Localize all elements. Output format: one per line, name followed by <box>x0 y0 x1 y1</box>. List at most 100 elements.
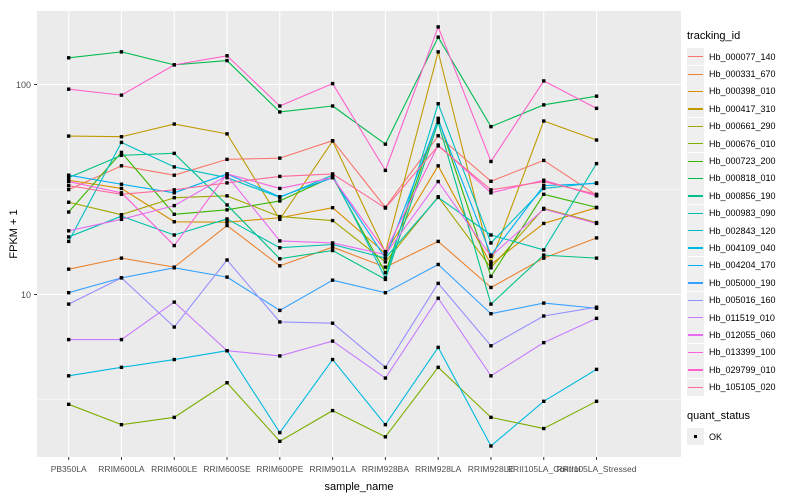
data-point-Hb_000983_090 <box>436 195 440 200</box>
data-point-Hb_005000_190 <box>66 290 71 295</box>
legend-item-Hb_013399_100: Hb_013399_100 <box>687 343 799 361</box>
data-point-Hb_002843_120 <box>172 165 176 169</box>
data-point-Hb_000723_200 <box>489 274 493 279</box>
x-tick-label-RRII105LA_Stressed: RRII105LA_Stressed <box>556 464 637 474</box>
data-point-Hb_000856_190 <box>172 151 176 156</box>
data-point-Hb_000398_010 <box>489 262 493 267</box>
legend-key-swatch <box>687 100 704 118</box>
legend-key-swatch <box>687 152 704 170</box>
legend-item-Hb_000417_310: Hb_000417_310 <box>687 100 799 118</box>
legend-color-line-icon <box>688 195 703 197</box>
data-point-Hb_005016_160 <box>172 325 176 329</box>
data-point-Hb_000676_010 <box>66 402 71 407</box>
data-point-Hb_000661_290 <box>225 194 229 198</box>
legend-label: Hb_004204_170 <box>709 260 776 271</box>
data-point-Hb_005016_160 <box>383 365 388 370</box>
legend-key-swatch <box>687 291 704 309</box>
data-point-Hb_005000_190 <box>489 312 493 316</box>
data-point-Hb_000723_200 <box>119 150 124 155</box>
legend-key-swatch <box>687 65 704 83</box>
data-point-Hb_000723_200 <box>66 210 71 214</box>
data-point-Hb_105105_020 <box>489 188 493 192</box>
data-point-Hb_029799_010 <box>66 87 71 91</box>
data-point-Hb_000676_010 <box>172 415 176 420</box>
data-point-Hb_011519_010 <box>278 354 282 358</box>
legend-color-line-icon <box>688 230 703 232</box>
data-point-Hb_105105_020 <box>383 206 388 210</box>
x-tick-label-RRIM928LA: RRIM928LA <box>415 464 462 474</box>
data-point-Hb_000676_010 <box>119 422 124 427</box>
data-point-Hb_000983_090 <box>225 217 229 221</box>
data-point-Hb_000856_190 <box>66 175 71 180</box>
data-point-Hb_011519_010 <box>436 296 440 300</box>
x-tick-label-RRIM600SE: RRIM600SE <box>203 464 251 474</box>
data-point-Hb_000818_010 <box>225 58 229 63</box>
panel-background <box>37 11 681 457</box>
data-point-Hb_004204_170 <box>66 173 71 177</box>
data-point-Hb_012055_060 <box>172 203 176 208</box>
legend-label: Hb_000661_290 <box>709 121 776 132</box>
x-tick-label-RRII105LA_Control: RRII105LA_Control <box>506 464 581 474</box>
data-point-Hb_004109_040 <box>489 444 493 448</box>
legend-color-line-icon <box>688 369 703 371</box>
data-point-Hb_004204_170 <box>436 117 440 122</box>
legend-title-quant-status: quant_status <box>687 409 750 422</box>
legend-label: Hb_000983_090 <box>709 208 776 219</box>
data-point-Hb_012055_060 <box>278 239 282 243</box>
data-point-Hb_004204_170 <box>172 191 176 195</box>
data-point-Hb_000983_090 <box>172 233 176 237</box>
x-tick-label-RRIM600LA: RRIM600LA <box>98 464 145 474</box>
data-point-Hb_013399_100 <box>489 191 493 195</box>
data-point-Hb_004109_040 <box>436 345 440 350</box>
data-point-Hb_000818_010 <box>383 142 388 146</box>
data-point-Hb_000331_670 <box>225 223 229 228</box>
legend-label: Hb_011519_010 <box>709 312 775 323</box>
data-point-Hb_105105_020 <box>594 192 599 197</box>
data-point-Hb_013399_100 <box>278 186 282 191</box>
data-point-Hb_000818_010 <box>278 110 282 114</box>
x-tick-label-RRIM928BA: RRIM928BA <box>361 464 410 474</box>
data-point-Hb_105105_020 <box>119 192 124 197</box>
data-point-Hb_000417_310 <box>489 260 493 264</box>
data-point-Hb_000856_190 <box>330 248 335 253</box>
data-point-Hb_005016_160 <box>119 276 124 280</box>
data-point-Hb_105105_020 <box>278 174 282 179</box>
data-point-Hb_029799_010 <box>278 104 282 108</box>
legend-item-Hb_000818_010: Hb_000818_010 <box>687 169 799 187</box>
legend-item-Hb_005000_190: Hb_005000_190 <box>687 274 799 292</box>
data-point-Hb_000983_090 <box>489 233 493 237</box>
data-point-Hb_000077_140 <box>119 164 124 168</box>
data-point-Hb_000398_010 <box>172 220 176 224</box>
legend-item-quant-OK: OK <box>687 428 799 445</box>
x-tick-label-RRIM600PE: RRIM600PE <box>256 464 304 474</box>
data-point-Hb_011519_010 <box>66 337 71 342</box>
data-point-Hb_000676_010 <box>489 415 493 420</box>
data-point-Hb_105105_020 <box>225 181 229 185</box>
data-point-Hb_012055_060 <box>119 217 124 222</box>
legend-key-swatch <box>687 48 704 66</box>
data-point-Hb_000676_010 <box>542 426 546 431</box>
data-point-Hb_011519_010 <box>172 300 176 304</box>
data-point-Hb_004204_170 <box>278 195 282 199</box>
data-point-Hb_000077_140 <box>225 157 229 162</box>
data-point-Hb_000417_310 <box>119 135 124 139</box>
data-point-Hb_011519_010 <box>542 340 546 345</box>
legend-item-Hb_000331_670: Hb_000331_670 <box>687 65 799 83</box>
data-point-Hb_000661_290 <box>66 200 71 204</box>
data-point-Hb_000398_010 <box>436 164 440 168</box>
data-point-Hb_000417_310 <box>225 132 229 136</box>
data-point-Hb_004204_170 <box>383 256 388 260</box>
data-point-Hb_005000_190 <box>436 262 440 267</box>
legend-item-Hb_000077_140: Hb_000077_140 <box>687 48 799 66</box>
data-point-Hb_000983_090 <box>66 235 71 239</box>
legend-panel: tracking_id Hb_000077_140 Hb_000331_670 Hb… <box>687 30 799 445</box>
data-point-Hb_000661_290 <box>278 214 282 219</box>
data-point-Hb_005000_190 <box>172 266 176 270</box>
data-point-Hb_004109_040 <box>383 422 388 427</box>
data-point-Hb_000676_010 <box>225 381 229 385</box>
legend-color-line-icon <box>688 125 703 128</box>
legend-key-swatch <box>687 187 704 205</box>
legend-label: Hb_000331_670 <box>709 69 776 80</box>
data-point-Hb_000398_010 <box>542 221 546 226</box>
data-point-Hb_000661_290 <box>383 260 388 264</box>
